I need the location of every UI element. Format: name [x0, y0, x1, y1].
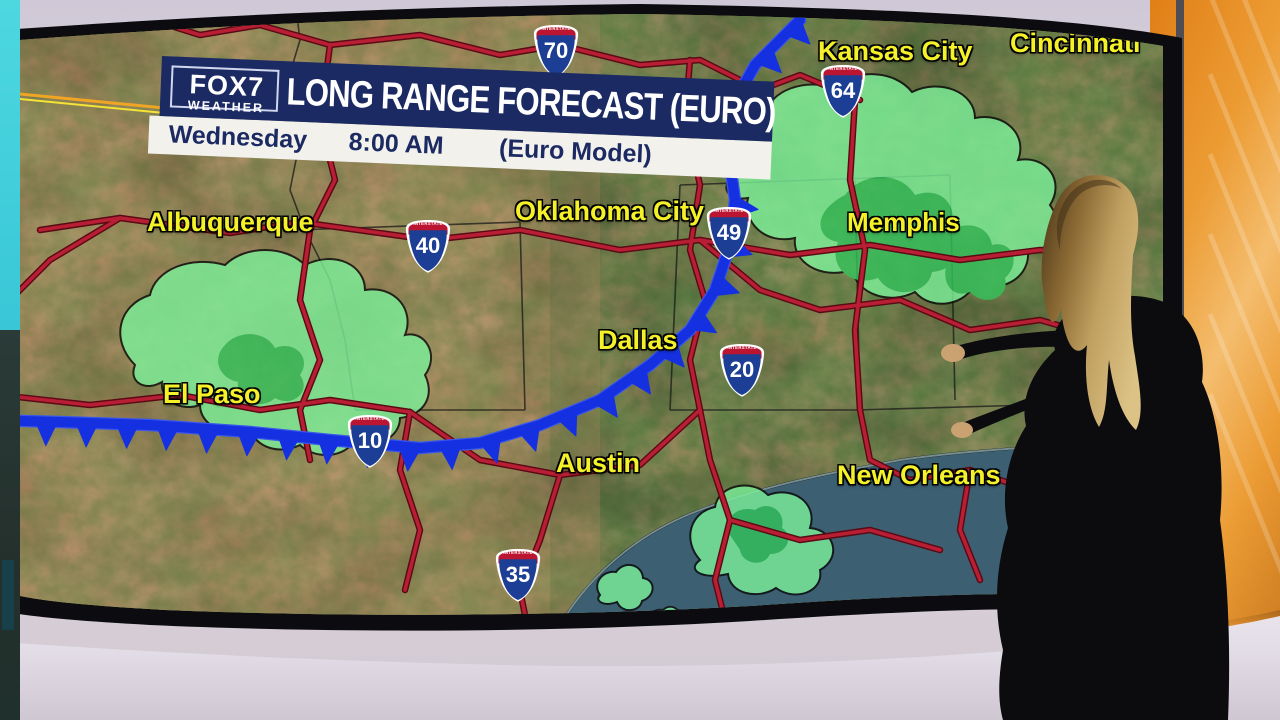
svg-text:INTERSTATE: INTERSTATE [355, 416, 384, 421]
svg-text:INTERSTATE: INTERSTATE [541, 26, 570, 31]
svg-text:INTERSTATE: INTERSTATE [714, 208, 743, 213]
svg-text:49: 49 [717, 220, 741, 245]
svg-text:70: 70 [544, 38, 568, 63]
svg-text:10: 10 [358, 428, 382, 453]
svg-text:35: 35 [506, 562, 530, 587]
svg-text:INTERSTATE: INTERSTATE [1050, 396, 1079, 401]
svg-text:INTERSTATE: INTERSTATE [727, 345, 756, 350]
svg-text:64: 64 [831, 78, 856, 103]
svg-text:20: 20 [730, 357, 754, 382]
svg-text:19: 19 [1053, 408, 1077, 433]
svg-text:40: 40 [416, 233, 440, 258]
svg-text:INTERSTATE: INTERSTATE [413, 221, 442, 226]
svg-text:INTERSTATE: INTERSTATE [503, 550, 532, 555]
